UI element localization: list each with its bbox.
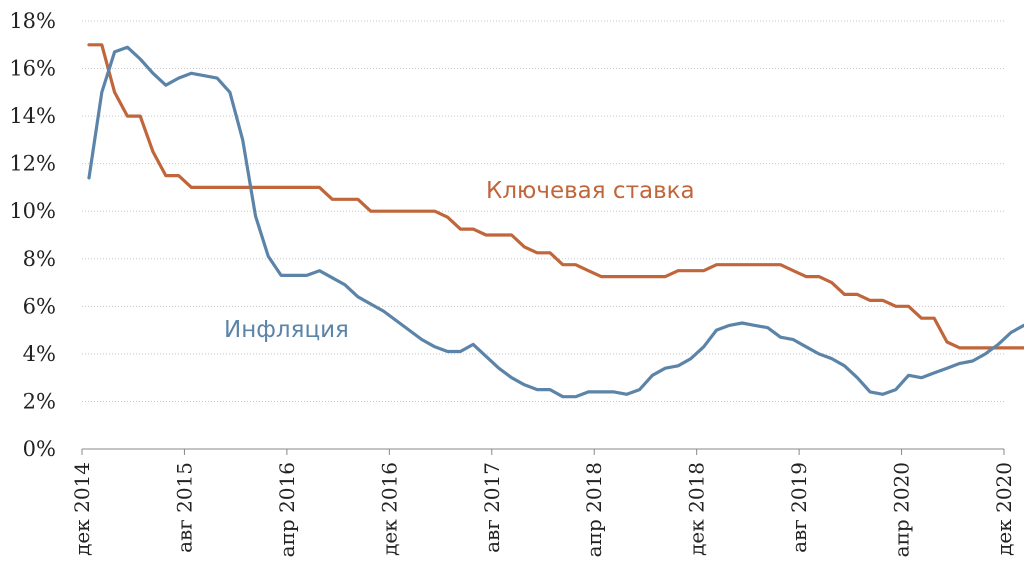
y-tick-label: 8% — [23, 247, 56, 271]
series-labels: Ключевая ставка Инфляция — [224, 178, 695, 343]
y-tick-label: 0% — [23, 437, 56, 461]
y-tick-label: 14% — [9, 104, 56, 128]
y-tick-label: 10% — [9, 199, 56, 223]
y-tick-label: 16% — [9, 57, 56, 81]
series-label-1: Инфляция — [224, 317, 349, 343]
x-tick-label: дек 2018 — [685, 462, 709, 556]
x-tick-label: дек 2016 — [377, 462, 401, 556]
y-tick-label: 18% — [9, 9, 56, 33]
y-tick-label: 2% — [23, 389, 56, 413]
series-line-0 — [87, 43, 1024, 350]
x-tick-labels: дек 2014 авг 2015 апр 2016 дек 2016 авг 2017… — [70, 462, 1016, 557]
x-tick-label: авг 2019 — [787, 462, 811, 553]
grid-lines — [82, 20, 1004, 402]
x-tick-label: апр 2016 — [275, 462, 299, 557]
y-tick-label: 12% — [9, 152, 56, 176]
x-tick-label: авг 2017 — [480, 462, 504, 553]
x-tick-label: апр 2018 — [582, 462, 606, 557]
x-tick-label: авг 2015 — [172, 462, 196, 553]
axes — [81, 448, 1005, 455]
x-tick-label: дек 2014 — [70, 462, 94, 556]
series-line-1 — [87, 45, 1024, 399]
series-label-0: Ключевая ставка — [486, 178, 695, 204]
y-tick-labels: 0% 2% 4% 6% 8% 10% 12% 14% 16% 18% — [9, 9, 56, 461]
y-tick-label: 6% — [23, 294, 56, 318]
x-tick-label: дек 2020 — [992, 462, 1016, 556]
x-tick-label: апр 2020 — [890, 462, 914, 557]
series-lines — [87, 43, 1024, 399]
y-tick-label: 4% — [23, 342, 56, 366]
